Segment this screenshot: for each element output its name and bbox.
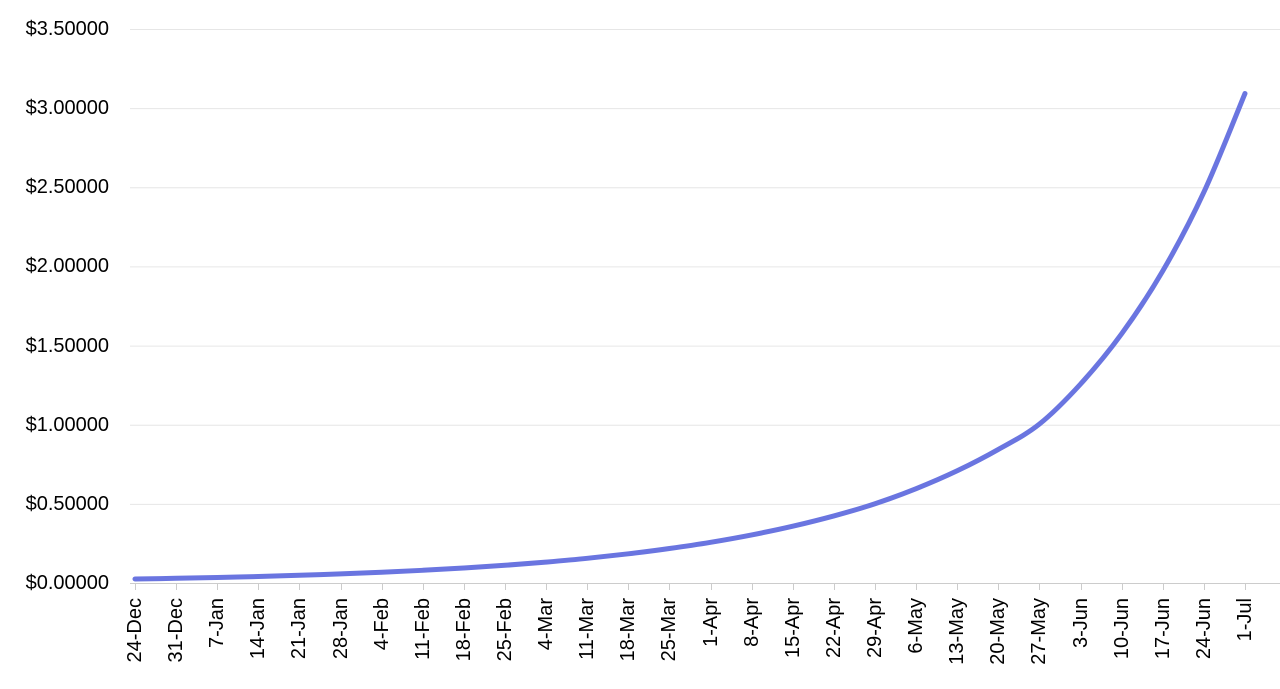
y-axis-label: $0.50000	[25, 492, 109, 515]
x-axis-label: 13-May	[946, 598, 969, 665]
x-axis-label: 1-Jul	[1234, 598, 1256, 642]
x-axis-label: 11-Feb	[411, 598, 434, 660]
x-axis-label: 29-Apr	[864, 598, 886, 659]
y-axis-label: $1.50000	[25, 334, 109, 357]
x-axis-label: 14-Jan	[247, 598, 270, 660]
x-axis-label: 28-Jan	[329, 598, 352, 660]
x-axis-label: 6-May	[905, 598, 928, 654]
x-axis-label: 24-Jun	[1192, 598, 1215, 660]
y-axis-label: $0.00000	[25, 572, 109, 594]
y-axis-label: $2.50000	[25, 176, 109, 199]
x-axis-label: 20-May	[987, 598, 1010, 665]
y-axis-label: $3.50000	[25, 18, 109, 40]
x-axis-label: 7-Jan	[206, 598, 229, 649]
x-axis-label: 3-Jun	[1069, 598, 1092, 649]
x-axis-label: 31-Dec	[165, 598, 188, 663]
x-axis-label: 18-Mar	[617, 598, 640, 662]
price-line	[132, 91, 1248, 582]
x-axis-label: 8-Apr	[740, 598, 763, 647]
x-axis-label: 25-Feb	[494, 598, 516, 662]
x-axis-label: 25-Mar	[658, 598, 681, 662]
x-axis-label: 1-Apr	[699, 598, 722, 647]
x-axis-label: 21-Jan	[288, 598, 311, 660]
x-axis-label: 18-Feb	[452, 598, 475, 662]
y-axis-label: $1.00000	[25, 413, 109, 436]
x-axis-label: 10-Jun	[1110, 598, 1133, 660]
x-axis-label: 24-Dec	[124, 598, 146, 663]
x-axis-label: 4-Mar	[535, 598, 558, 651]
y-axis-label: $3.00000	[25, 97, 109, 120]
x-axis-label: 15-Apr	[781, 598, 804, 659]
x-axis-label: 4-Feb	[370, 598, 393, 651]
x-axis-label: 11-Mar	[576, 598, 599, 660]
x-axis-label: 17-Jun	[1151, 598, 1174, 660]
y-axis-label: $2.00000	[25, 255, 109, 278]
x-axis-label: 27-May	[1028, 598, 1051, 665]
x-axis-label: 22-Apr	[822, 598, 845, 659]
